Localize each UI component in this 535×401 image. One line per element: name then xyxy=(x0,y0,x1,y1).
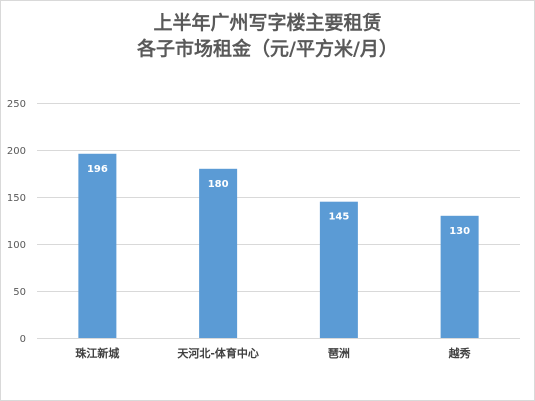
data-label: 130 xyxy=(449,226,470,237)
y-tick-label: 200 xyxy=(7,146,26,157)
bar xyxy=(78,153,117,338)
bar xyxy=(199,168,238,338)
x-tick-label: 珠江新城 xyxy=(75,346,119,360)
x-tick-label: 天河北-体育中心 xyxy=(177,346,259,360)
data-label: 180 xyxy=(208,179,229,190)
y-tick-label: 0 xyxy=(20,334,26,345)
data-label: 145 xyxy=(328,212,349,223)
data-label: 196 xyxy=(87,164,108,175)
y-tick-label: 150 xyxy=(7,193,26,204)
bar xyxy=(440,215,479,338)
chart-title: 上半年广州写字楼主要租赁 各子市场租金（元/平方米/月） xyxy=(137,12,398,60)
y-tick-label: 50 xyxy=(13,287,26,298)
bar xyxy=(319,201,358,338)
y-tick-label: 100 xyxy=(7,240,26,251)
x-tick-label: 琶洲 xyxy=(328,347,350,360)
y-tick-label: 250 xyxy=(7,99,26,110)
x-tick-label: 越秀 xyxy=(448,346,471,360)
